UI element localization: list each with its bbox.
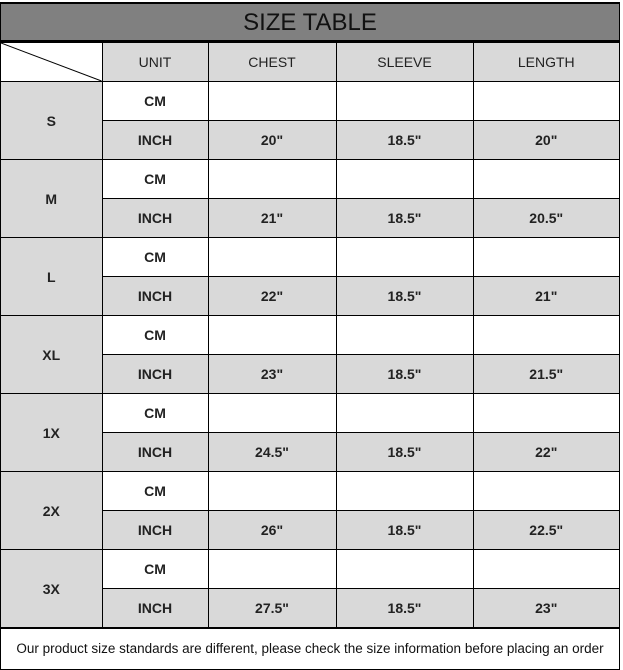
sleeve-inch: 18.5" xyxy=(335,510,474,550)
table-row-inch: INCH 26" 18.5" 22.5" xyxy=(1,510,619,550)
unit-inch: INCH xyxy=(102,510,209,550)
chest-cm xyxy=(207,237,337,277)
chest-inch: 23" xyxy=(207,354,337,394)
unit-cm: CM xyxy=(101,393,209,433)
chest-cm xyxy=(207,393,337,433)
chest-inch: 24.5" xyxy=(207,432,337,472)
length-cm xyxy=(472,159,619,199)
length-inch: 22" xyxy=(472,432,619,472)
unit-cm: CM xyxy=(101,315,209,355)
sleeve-inch: 18.5" xyxy=(335,354,474,394)
unit-inch: INCH xyxy=(102,120,209,160)
table-row-inch: INCH 24.5" 18.5" 22" xyxy=(1,432,619,472)
length-cm xyxy=(472,471,619,511)
chest-cm xyxy=(207,549,337,589)
table-title: SIZE TABLE xyxy=(1,4,619,42)
table-row-inch: INCH 21" 18.5" 20.5" xyxy=(1,198,619,238)
length-inch: 20" xyxy=(472,120,619,160)
table-row-cm: S CM xyxy=(1,81,619,160)
length-inch: 21.5" xyxy=(472,354,619,394)
chest-inch: 20" xyxy=(207,120,337,160)
sleeve-cm xyxy=(335,393,474,433)
table-row-inch: INCH 27.5" 18.5" 23" xyxy=(1,588,619,628)
sleeve-cm xyxy=(335,237,474,277)
length-inch: 23" xyxy=(472,588,619,628)
length-cm xyxy=(472,549,619,589)
sleeve-inch: 18.5" xyxy=(335,120,474,160)
table-row-cm: L CM xyxy=(1,237,619,316)
length-cm xyxy=(472,393,619,433)
table-row-inch: INCH 23" 18.5" 21.5" xyxy=(1,354,619,394)
unit-cm: CM xyxy=(101,159,209,199)
sleeve-inch: 18.5" xyxy=(335,198,474,238)
unit-cm: CM xyxy=(101,81,209,121)
length-cm xyxy=(472,81,619,121)
length-cm xyxy=(472,315,619,355)
size-label: 3X xyxy=(1,549,103,628)
length-inch: 22.5" xyxy=(472,510,619,550)
table-row-cm: 2X CM xyxy=(1,471,619,550)
sleeve-cm xyxy=(335,159,474,199)
table-row-cm: M CM xyxy=(1,159,619,238)
sleeve-inch: 18.5" xyxy=(335,432,474,472)
chest-cm xyxy=(207,471,337,511)
sleeve-cm xyxy=(335,549,474,589)
table-row-cm: 1X CM xyxy=(1,393,619,472)
length-inch: 20.5" xyxy=(472,198,619,238)
sleeve-cm xyxy=(335,471,474,511)
header-sleeve: SLEEVE xyxy=(335,42,474,82)
unit-cm: CM xyxy=(101,549,209,589)
unit-inch: INCH xyxy=(102,432,209,472)
header-row: UNIT CHEST SLEEVE LENGTH xyxy=(1,42,619,82)
chest-cm xyxy=(207,81,337,121)
unit-cm: CM xyxy=(101,471,209,511)
size-label: 2X xyxy=(1,471,103,550)
size-label: L xyxy=(1,237,103,316)
table-row-cm: 3X CM xyxy=(1,549,619,628)
chest-inch: 27.5" xyxy=(207,588,337,628)
chest-cm xyxy=(207,315,337,355)
unit-inch: INCH xyxy=(102,198,209,238)
table-row-cm: XL CM xyxy=(1,315,619,394)
unit-inch: INCH xyxy=(102,588,209,628)
header-unit: UNIT xyxy=(101,42,209,82)
size-label: M xyxy=(1,159,103,238)
sleeve-inch: 18.5" xyxy=(335,276,474,316)
length-inch: 21" xyxy=(472,276,619,316)
header-length: LENGTH xyxy=(472,42,619,82)
diagonal-corner-cell xyxy=(1,42,103,82)
chest-inch: 22" xyxy=(207,276,337,316)
chest-cm xyxy=(207,159,337,199)
sleeve-inch: 18.5" xyxy=(335,588,474,628)
chest-inch: 26" xyxy=(207,510,337,550)
chest-inch: 21" xyxy=(207,198,337,238)
unit-inch: INCH xyxy=(102,354,209,394)
length-cm xyxy=(472,237,619,277)
size-grid: UNIT CHEST SLEEVE LENGTH S CM INCH 20" 1… xyxy=(1,42,619,628)
sleeve-cm xyxy=(335,81,474,121)
footer-note: Our product size standards are different… xyxy=(1,628,619,669)
header-chest: CHEST xyxy=(207,42,337,82)
size-label: XL xyxy=(1,315,103,394)
unit-cm: CM xyxy=(101,237,209,277)
sleeve-cm xyxy=(335,315,474,355)
size-label: S xyxy=(1,81,103,160)
unit-inch: INCH xyxy=(102,276,209,316)
size-label: 1X xyxy=(1,393,103,472)
